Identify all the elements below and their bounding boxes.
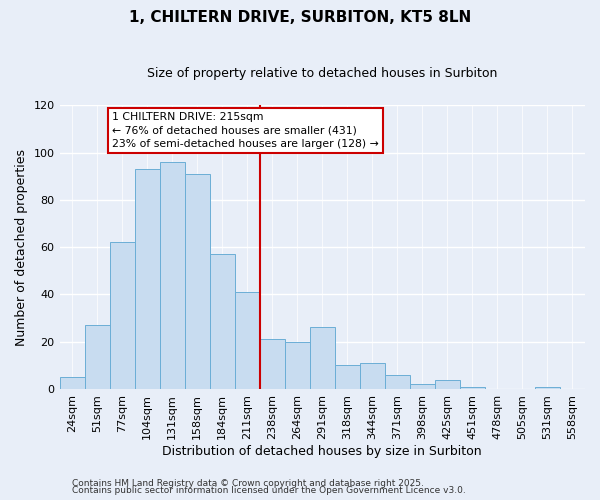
Bar [410,384,435,389]
Bar [285,342,310,389]
Bar [335,366,360,389]
Bar [59,377,85,389]
Bar [360,363,385,389]
Bar [385,375,410,389]
Bar [160,162,185,389]
Text: 1 CHILTERN DRIVE: 215sqm
← 76% of detached houses are smaller (431)
23% of semi-: 1 CHILTERN DRIVE: 215sqm ← 76% of detach… [112,112,379,149]
Bar [435,380,460,389]
Text: Contains public sector information licensed under the Open Government Licence v3: Contains public sector information licen… [72,486,466,495]
Bar [310,328,335,389]
Y-axis label: Number of detached properties: Number of detached properties [15,148,28,346]
Bar [535,386,560,389]
Bar [85,325,110,389]
Bar [235,292,260,389]
X-axis label: Distribution of detached houses by size in Surbiton: Distribution of detached houses by size … [163,444,482,458]
Text: Contains HM Land Registry data © Crown copyright and database right 2025.: Contains HM Land Registry data © Crown c… [72,478,424,488]
Bar [110,242,134,389]
Bar [185,174,209,389]
Title: Size of property relative to detached houses in Surbiton: Size of property relative to detached ho… [147,68,497,80]
Bar [260,340,285,389]
Text: 1, CHILTERN DRIVE, SURBITON, KT5 8LN: 1, CHILTERN DRIVE, SURBITON, KT5 8LN [129,10,471,25]
Bar [209,254,235,389]
Bar [134,169,160,389]
Bar [460,386,485,389]
